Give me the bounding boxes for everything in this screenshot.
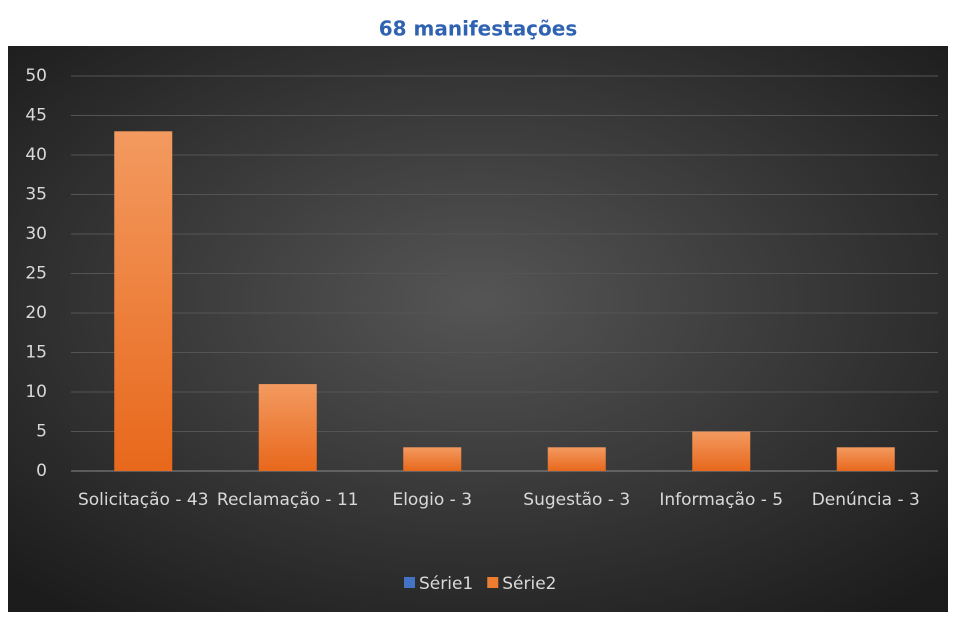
- x-tick-label: Elogio - 3: [392, 490, 473, 510]
- x-tick-label-box: Elogio - 3: [392, 490, 473, 510]
- y-tick-label: 45: [25, 106, 47, 126]
- bar: [836, 447, 895, 471]
- y-tick-label: 50: [25, 66, 47, 86]
- x-tick-label-box: Denúncia - 3: [811, 490, 920, 510]
- legend-label: Série1: [419, 574, 473, 594]
- y-tick-label: 20: [25, 303, 47, 323]
- x-tick-label-box: Informação - 5: [659, 490, 784, 510]
- x-tick-label: Solicitação - 43: [77, 490, 209, 510]
- x-tick-label-box: Reclamação - 11: [216, 490, 359, 510]
- y-tick-label: 40: [25, 145, 47, 165]
- y-tick-label: 35: [25, 185, 47, 205]
- x-tick-label-box: Solicitação - 43: [77, 490, 209, 510]
- bar: [403, 447, 462, 471]
- y-tick-label: 0: [36, 461, 47, 481]
- legend-label: Série2: [502, 574, 556, 594]
- legend-swatch: [404, 577, 415, 588]
- chart-title: 68 manifestações: [379, 17, 578, 41]
- y-tick-label: 10: [25, 382, 47, 402]
- x-tick-label-box: Sugestão - 3: [523, 490, 631, 510]
- x-tick-label: Informação - 5: [659, 490, 784, 510]
- x-tick-label: Sugestão - 3: [523, 490, 631, 510]
- y-tick-label: 15: [25, 343, 47, 363]
- y-tick-label: 5: [36, 422, 47, 442]
- legend-swatch: [487, 577, 499, 588]
- x-tick-label: Denúncia - 3: [811, 490, 920, 510]
- y-tick-label: 25: [25, 264, 47, 284]
- bar: [547, 447, 606, 471]
- bar: [692, 431, 751, 471]
- y-tick-label: 30: [25, 224, 47, 244]
- x-tick-label: Reclamação - 11: [216, 490, 359, 510]
- bar: [114, 131, 173, 472]
- bar: [258, 384, 317, 471]
